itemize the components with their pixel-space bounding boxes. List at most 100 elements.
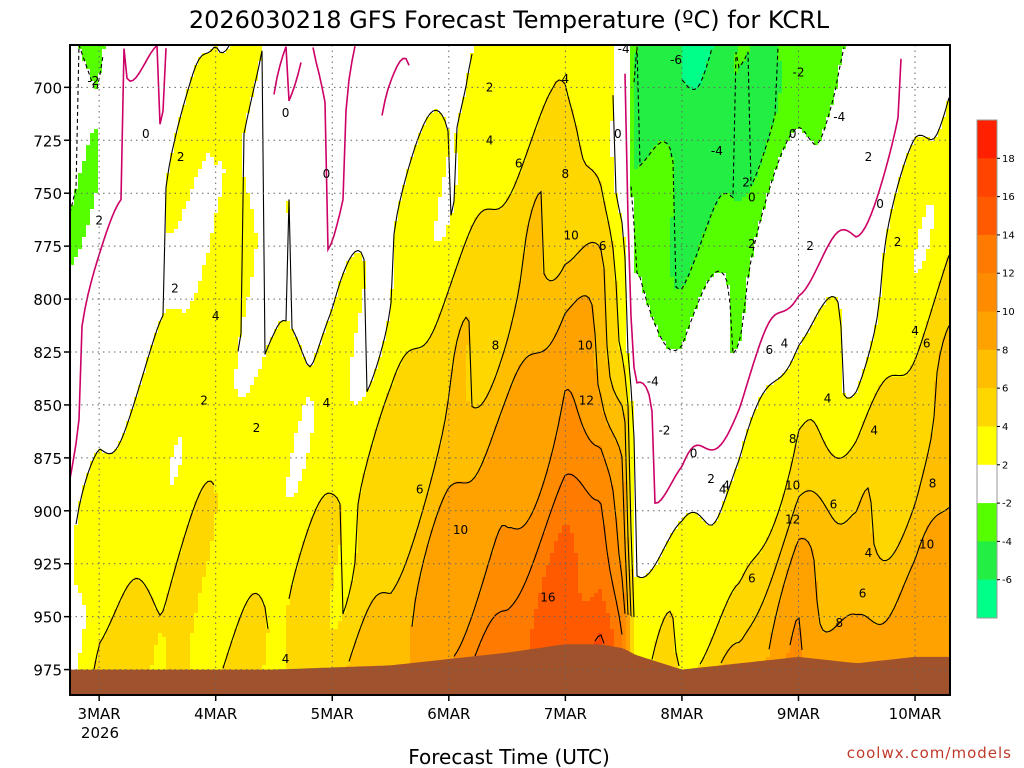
temperature-cell bbox=[134, 157, 139, 162]
temperature-cell bbox=[126, 297, 131, 302]
temperature-cell bbox=[110, 485, 115, 490]
temperature-cell bbox=[130, 489, 135, 494]
temperature-cell bbox=[82, 581, 87, 586]
temperature-cell bbox=[130, 549, 135, 554]
temperature-cell bbox=[98, 505, 103, 510]
temperature-cell bbox=[190, 313, 195, 318]
temperature-cell bbox=[174, 397, 179, 402]
temperature-cell bbox=[98, 513, 103, 518]
temperature-cell bbox=[146, 173, 151, 178]
temperature-cell bbox=[170, 193, 175, 198]
temperature-cell bbox=[154, 89, 159, 94]
temperature-cell bbox=[150, 105, 155, 110]
temperature-cell bbox=[122, 529, 127, 534]
temperature-cell bbox=[146, 449, 151, 454]
temperature-cell bbox=[122, 581, 127, 586]
temperature-cell bbox=[178, 241, 183, 246]
temperature-cell bbox=[122, 665, 127, 670]
temperature-cell bbox=[78, 149, 83, 154]
temperature-cell bbox=[74, 489, 79, 494]
temperature-cell bbox=[134, 313, 139, 318]
temperature-cell bbox=[110, 561, 115, 566]
temperature-cell bbox=[174, 349, 179, 354]
temperature-cell bbox=[74, 601, 79, 606]
temperature-cell bbox=[122, 457, 127, 462]
temperature-cell bbox=[134, 373, 139, 378]
temperature-cell bbox=[98, 369, 103, 374]
temperature-cell bbox=[114, 345, 119, 350]
temperature-cell bbox=[146, 465, 151, 470]
temperature-cell bbox=[134, 561, 139, 566]
temperature-cell bbox=[190, 145, 195, 150]
temperature-cell bbox=[150, 497, 155, 502]
temperature-cell bbox=[174, 225, 179, 230]
temperature-cell bbox=[126, 73, 131, 78]
temperature-cell bbox=[162, 481, 167, 486]
temperature-cell bbox=[90, 357, 95, 362]
temperature-cell bbox=[122, 473, 127, 478]
temperature-cell bbox=[162, 309, 167, 314]
temperature-cell bbox=[150, 333, 155, 338]
temperature-cell bbox=[186, 273, 191, 278]
temperature-cell bbox=[86, 537, 91, 542]
temperature-cell bbox=[118, 81, 123, 86]
temperature-cell bbox=[174, 241, 179, 246]
temperature-cell bbox=[146, 289, 151, 294]
temperature-cell bbox=[126, 605, 131, 610]
temperature-cell bbox=[110, 181, 115, 186]
temperature-cell bbox=[74, 57, 79, 62]
temperature-cell bbox=[118, 413, 123, 418]
temperature-cell bbox=[102, 189, 107, 194]
temperature-cell bbox=[102, 153, 107, 158]
temperature-cell bbox=[158, 277, 163, 282]
temperature-cell bbox=[74, 633, 79, 638]
temperature-cell bbox=[138, 397, 143, 402]
temperature-cell bbox=[94, 85, 99, 90]
temperature-cell bbox=[154, 141, 159, 146]
temperature-cell bbox=[182, 325, 187, 330]
temperature-cell bbox=[74, 409, 79, 414]
temperature-cell bbox=[70, 277, 75, 282]
temperature-cell bbox=[138, 265, 143, 270]
temperature-cell bbox=[98, 365, 103, 370]
temperature-cell bbox=[134, 489, 139, 494]
temperature-cell bbox=[162, 145, 167, 150]
temperature-cell bbox=[110, 177, 115, 182]
temperature-cell bbox=[138, 365, 143, 370]
temperature-cell bbox=[94, 233, 99, 238]
temperature-cell bbox=[174, 193, 179, 198]
temperature-cell bbox=[138, 145, 143, 150]
temperature-cell bbox=[162, 209, 167, 214]
temperature-cell bbox=[178, 121, 183, 126]
temperature-cell bbox=[190, 425, 195, 430]
temperature-cell bbox=[174, 597, 179, 602]
temperature-cell bbox=[106, 601, 111, 606]
temperature-cell bbox=[78, 585, 83, 590]
temperature-cell bbox=[110, 105, 115, 110]
temperature-cell bbox=[154, 309, 159, 314]
temperature-cell bbox=[182, 413, 187, 418]
temperature-cell bbox=[118, 473, 123, 478]
temperature-cell bbox=[134, 477, 139, 482]
temperature-cell bbox=[90, 289, 95, 294]
temperature-cell bbox=[130, 477, 135, 482]
temperature-cell bbox=[142, 513, 147, 518]
temperature-cell bbox=[90, 401, 95, 406]
temperature-cell bbox=[82, 85, 87, 90]
temperature-cell bbox=[134, 653, 139, 658]
temperature-cell bbox=[110, 441, 115, 446]
temperature-cell bbox=[86, 305, 91, 310]
temperature-cell bbox=[114, 225, 119, 230]
temperature-cell bbox=[158, 361, 163, 366]
temperature-cell bbox=[154, 501, 159, 506]
temperature-cell bbox=[162, 569, 167, 574]
temperature-cell bbox=[178, 469, 183, 474]
temperature-cell bbox=[146, 241, 151, 246]
temperature-cell bbox=[86, 281, 91, 286]
temperature-cell bbox=[138, 53, 143, 58]
temperature-cell bbox=[114, 425, 119, 430]
temperature-cell bbox=[106, 565, 111, 570]
temperature-cell bbox=[70, 273, 75, 278]
temperature-cell bbox=[134, 405, 139, 410]
temperature-cell bbox=[82, 533, 87, 538]
